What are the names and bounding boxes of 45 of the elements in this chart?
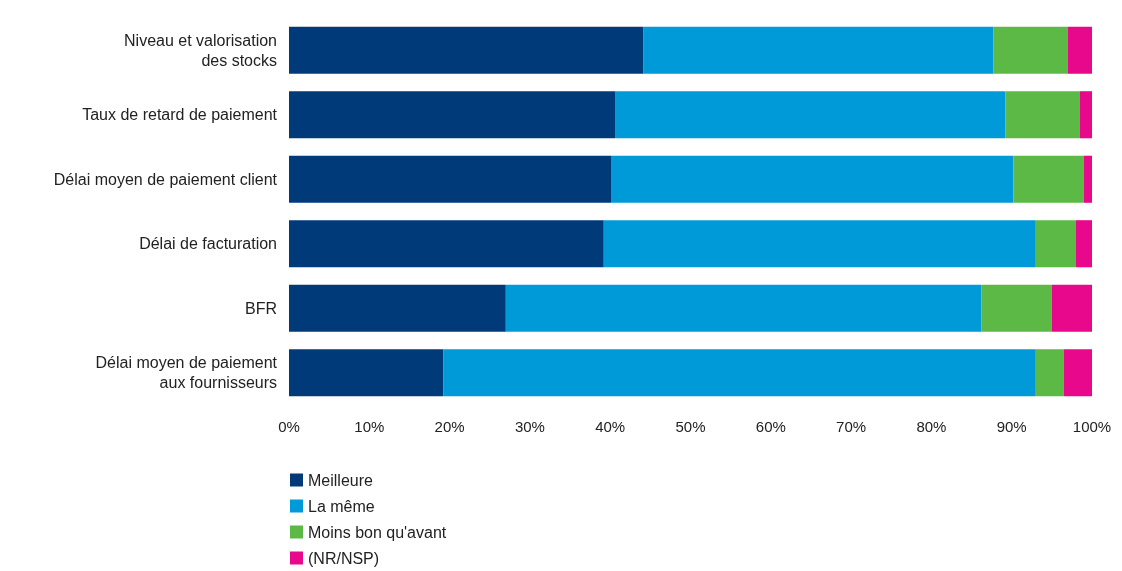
bar: [1035, 349, 1064, 397]
x-tick-label: 20%: [434, 418, 465, 435]
x-tick-label: 10%: [354, 418, 385, 435]
y-tick-label: Délai de facturation: [139, 235, 277, 253]
bar: [603, 220, 1036, 268]
x-tick-label: 60%: [755, 418, 786, 435]
bar: [289, 284, 506, 332]
x-tick-label: 0%: [278, 418, 300, 435]
bar: [289, 220, 604, 268]
bar: [289, 155, 611, 203]
bar: [443, 349, 1036, 397]
y-tick-label: Délai moyen de paiement aux fournisseurs: [95, 354, 278, 392]
x-tick-label: 50%: [675, 418, 706, 435]
x-tick-label: 30%: [514, 418, 545, 435]
bar: [1063, 349, 1092, 397]
bar: [993, 26, 1068, 74]
y-tick-label: Taux de retard de paiement: [82, 106, 278, 124]
bar: [643, 26, 994, 74]
bar: [289, 349, 444, 397]
legend-label: Meilleure: [308, 471, 374, 489]
bar: [1079, 91, 1092, 139]
bar: [615, 91, 1006, 139]
bar: [1035, 220, 1076, 268]
bar: [289, 26, 644, 74]
bar: [1013, 155, 1084, 203]
bar: [1075, 220, 1092, 268]
x-tick-label: 40%: [595, 418, 626, 435]
x-tick-label: 100%: [1072, 418, 1112, 435]
x-tick-label: 80%: [916, 418, 947, 435]
y-tick-label: Délai moyen de paiement client: [53, 170, 278, 188]
x-tick-label: 70%: [836, 418, 867, 435]
bar: [505, 284, 982, 332]
bar: [1005, 91, 1080, 139]
bar: [1067, 26, 1092, 74]
bar: [1051, 284, 1092, 332]
y-tick-label: BFR: [245, 299, 277, 317]
bar: [289, 91, 616, 139]
legend-label: La même: [308, 497, 375, 515]
legend-label: (NR/NSP): [308, 549, 380, 567]
bar: [1083, 155, 1092, 203]
bar: [611, 155, 1014, 203]
x-tick-label: 90%: [996, 418, 1027, 435]
bar: [981, 284, 1052, 332]
y-tick-label: Niveau et valorisation des stocks: [124, 31, 277, 69]
legend-label: Moins bon qu'avant: [308, 523, 447, 541]
